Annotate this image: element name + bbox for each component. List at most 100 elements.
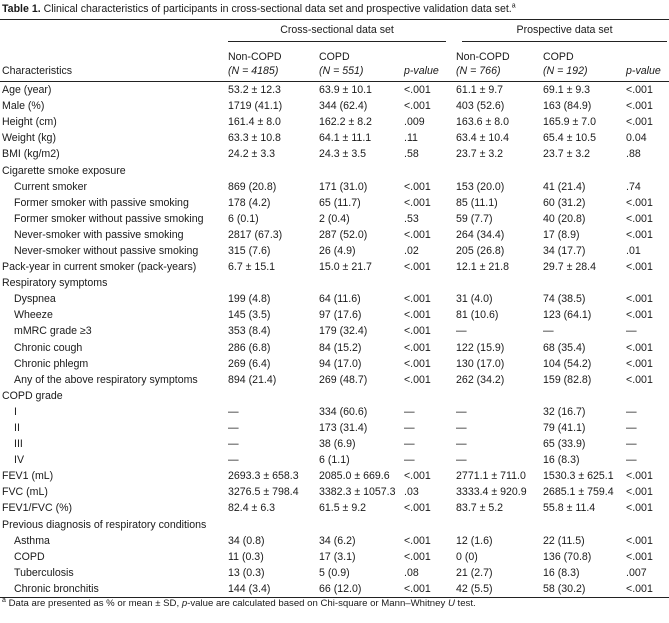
row-label: Age (year) — [2, 84, 52, 97]
table-row: Previous diagnosis of respiratory condit… — [0, 517, 669, 533]
table-cell: 16 (8.3) — [543, 566, 580, 579]
table-cell: 6.7 ± 15.1 — [228, 261, 276, 274]
table-cell — [317, 275, 402, 291]
table-cell: 63.9 ± 10.1 — [319, 84, 372, 97]
table-cell: .03 — [404, 486, 419, 499]
table-cell: <.001 — [626, 470, 653, 483]
table-cell: <.001 — [626, 293, 653, 306]
table-row: Weight (kg) 63.3 ± 10.8 64.1 ± 11.1 .11 63.4… — [0, 130, 669, 146]
table-cell: 65.4 ± 10.5 — [543, 132, 596, 145]
table-cell: 23.7 ± 3.2 — [456, 148, 504, 161]
table-cell: 199 (4.8) — [228, 293, 271, 306]
row-label: II — [14, 422, 20, 435]
table-row: Former smoker with passive smoking 178 (4… — [0, 195, 669, 211]
table-cell: 17 (8.9) — [543, 228, 580, 241]
table-cell: 171 (31.0) — [319, 180, 368, 193]
table-cell — [402, 388, 454, 404]
table-cell: 40 (20.8) — [543, 212, 586, 225]
table-cell — [226, 162, 317, 178]
table-cell: 84 (15.2) — [319, 341, 362, 354]
row-label: Current smoker — [14, 180, 87, 193]
table-cell: <.001 — [626, 486, 653, 499]
table-cell — [624, 388, 669, 404]
table-cell: 315 (7.6) — [228, 244, 271, 257]
table-cell: <.001 — [402, 580, 455, 598]
table-cell: 59 (7.7) — [456, 212, 493, 225]
table-row: IV — 6 (1.1) — — 16 (8.3) — — [0, 452, 669, 468]
table-row: Never-smoker without passive smoking 315 … — [0, 243, 669, 259]
table-cell: .88 — [626, 148, 641, 161]
table-cell: 32 (16.7) — [543, 405, 586, 418]
row-label: Weight (kg) — [2, 132, 56, 145]
col-cs-pvalue: p-value — [402, 44, 455, 82]
table-cell: 79 (41.1) — [543, 422, 586, 435]
table-cell: 23.7 ± 3.2 — [543, 148, 591, 161]
row-label: Respiratory symptoms — [2, 277, 108, 290]
table-row: mMRC grade ≥3 353 (8.4) 179 (32.4) <.001 — — — — [0, 323, 669, 339]
table-cell — [402, 162, 454, 178]
table-cell: <.001 — [404, 261, 431, 274]
col-pr-copd: COPD (N = 192) — [541, 44, 625, 82]
table-cell: 122 (15.9) — [456, 341, 505, 354]
table-cell: 24.2 ± 3.3 — [228, 148, 276, 161]
table-cell: 5 (0.9) — [319, 566, 350, 579]
row-label: Wheeze — [14, 309, 53, 322]
table-cell: 353 (8.4) — [228, 325, 271, 338]
table-cell: <.001 — [626, 550, 653, 563]
table-cell: 173 (31.4) — [319, 422, 368, 435]
table-cell: 0 (0) — [456, 550, 478, 563]
row-label: COPD grade — [2, 389, 63, 402]
table-cell: 34 (0.8) — [228, 534, 265, 547]
row-label: COPD — [14, 550, 45, 563]
col-pr-noncopd: Non-COPD (N = 766) — [454, 44, 542, 82]
table-cell: 53.2 ± 12.3 — [228, 84, 281, 97]
table-cell: <.001 — [624, 580, 669, 598]
table-cell — [541, 388, 624, 404]
table-cell: 334 (60.6) — [319, 405, 368, 418]
table-cell — [541, 517, 624, 533]
table-cell — [624, 162, 669, 178]
table-cell: 12 (1.6) — [456, 534, 493, 547]
table-cell — [454, 388, 541, 404]
caption-footnote-marker: a — [511, 2, 516, 10]
col-characteristics: Characteristics — [0, 44, 226, 82]
table-cell: — — [626, 454, 637, 467]
table-cell: 61.5 ± 9.2 — [319, 502, 367, 515]
table-cell: 94 (17.0) — [319, 357, 362, 370]
table-cell: 26 (4.9) — [319, 244, 356, 257]
table-cell: <.001 — [404, 373, 431, 386]
table-cell: <.001 — [626, 212, 653, 225]
table-cell: 34 (6.2) — [319, 534, 356, 547]
row-label: mMRC grade ≥3 — [14, 325, 92, 338]
table-cell: 2817 (67.3) — [228, 228, 283, 241]
table-cell: 403 (52.6) — [456, 100, 505, 113]
table-cell: 1719 (41.1) — [228, 100, 283, 113]
row-label: I — [14, 405, 17, 418]
table-row: FVC (mL) 3276.5 ± 798.4 3382.3 ± 1057.3 .03… — [0, 484, 669, 500]
table-cell: <.001 — [626, 196, 653, 209]
table-row: Former smoker without passive smoking 6 (… — [0, 211, 669, 227]
table-cell: 6 (0.1) — [228, 212, 259, 225]
table-cell: 264 (34.4) — [456, 228, 505, 241]
table-cell: <.001 — [626, 261, 653, 274]
row-label: Chronic bronchitis — [0, 580, 226, 598]
table-cell: 130 (17.0) — [456, 357, 505, 370]
table-cell: 2771.1 ± 711.0 — [456, 470, 526, 483]
table-cell: 65 (11.7) — [319, 196, 361, 209]
table-row: Chronic phlegm 269 (6.4) 94 (17.0) <.001 130… — [0, 356, 669, 372]
table-cell: 262 (34.2) — [456, 373, 505, 386]
table-cell: — — [543, 325, 554, 338]
row-label: Cigarette smoke exposure — [2, 164, 126, 177]
table-cell: .58 — [404, 148, 419, 161]
table-row: FEV1/FVC (%) 82.4 ± 6.3 61.5 ± 9.2 <.001 83.… — [0, 500, 669, 516]
table-cell — [454, 275, 541, 291]
table-row: COPD grade — [0, 388, 669, 404]
table-cell: 269 (6.4) — [228, 357, 271, 370]
table-cell: 3276.5 ± 798.4 — [228, 486, 299, 499]
table-cell: — — [228, 438, 239, 451]
group-header-row: Cross-sectional data set Prospective dat… — [0, 19, 669, 44]
table-cell — [226, 275, 317, 291]
table-cell: <.001 — [626, 309, 653, 322]
table-cell: <.001 — [404, 502, 431, 515]
table-cell: .08 — [404, 566, 419, 579]
